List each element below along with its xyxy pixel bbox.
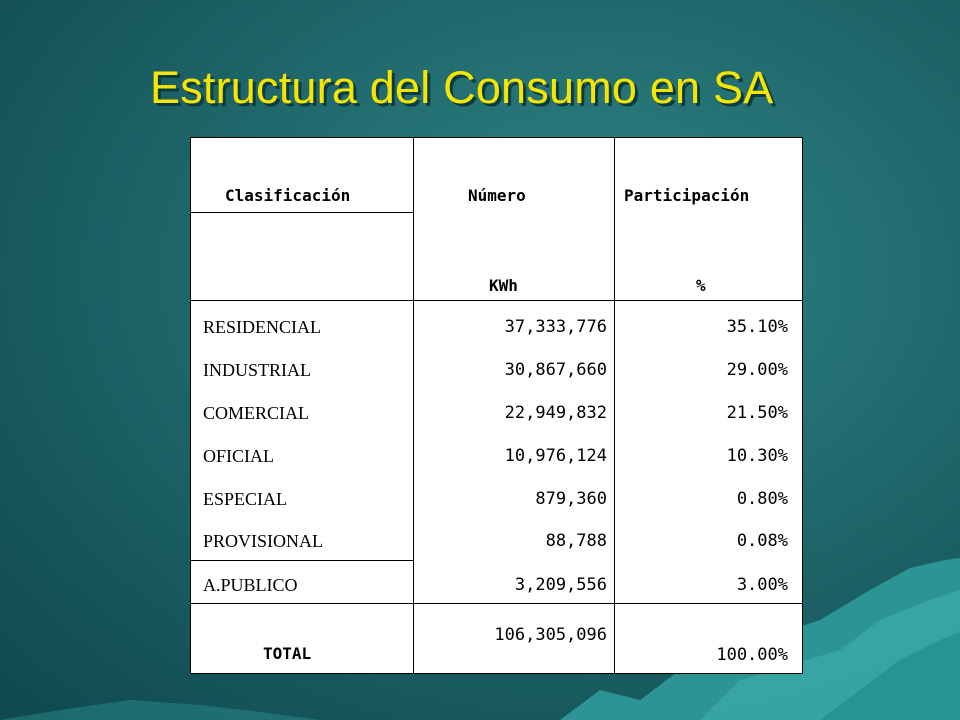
- header-participacion: Participación: [624, 186, 750, 205]
- header-kwh-unit: KWh: [489, 276, 518, 295]
- row-pct: 35.10%: [726, 317, 788, 337]
- row-kwh: 37,333,776: [504, 317, 607, 337]
- row-kwh: 879,360: [535, 489, 607, 509]
- row-kwh: 88,788: [545, 531, 607, 551]
- total-kwh: 106,305,096: [494, 625, 607, 645]
- row-label: COMERCIAL: [203, 403, 310, 423]
- header-numero: Número: [468, 186, 526, 205]
- row-kwh: 3,209,556: [514, 575, 607, 595]
- slide-title: Estructura del Consumo en SA: [150, 62, 774, 113]
- header-clasificacion: Clasificación: [225, 186, 351, 205]
- header-percent-unit: %: [696, 276, 706, 295]
- row-divider: [191, 212, 413, 213]
- consumption-table: Clasificación Número Participación KWh %…: [190, 137, 803, 674]
- row-pct: 21.50%: [726, 403, 788, 423]
- row-divider: [191, 603, 802, 604]
- row-kwh: 10,976,124: [504, 446, 607, 466]
- row-kwh: 22,949,832: [504, 403, 607, 423]
- total-pct: 100.00%: [716, 645, 788, 665]
- row-divider: [191, 300, 802, 301]
- row-pct: 10.30%: [726, 446, 788, 466]
- row-label: RESIDENCIAL: [203, 317, 321, 337]
- rocky-hill-shape: [0, 700, 320, 720]
- row-label: A.PUBLICO: [203, 575, 298, 595]
- row-label: INDUSTRIAL: [203, 360, 311, 380]
- column-divider: [614, 138, 615, 673]
- row-pct: 3.00%: [736, 575, 788, 595]
- row-pct: 29.00%: [726, 360, 788, 380]
- row-kwh: 30,867,660: [504, 360, 607, 380]
- rocky-hill-shape: [820, 632, 960, 720]
- total-label: TOTAL: [263, 644, 312, 663]
- column-divider: [413, 138, 414, 673]
- row-label: PROVISIONAL: [203, 531, 324, 551]
- row-divider: [191, 560, 413, 561]
- row-label: ESPECIAL: [203, 489, 288, 509]
- row-pct: 0.80%: [736, 489, 788, 509]
- row-pct: 0.08%: [736, 531, 788, 551]
- row-label: OFICIAL: [203, 446, 274, 466]
